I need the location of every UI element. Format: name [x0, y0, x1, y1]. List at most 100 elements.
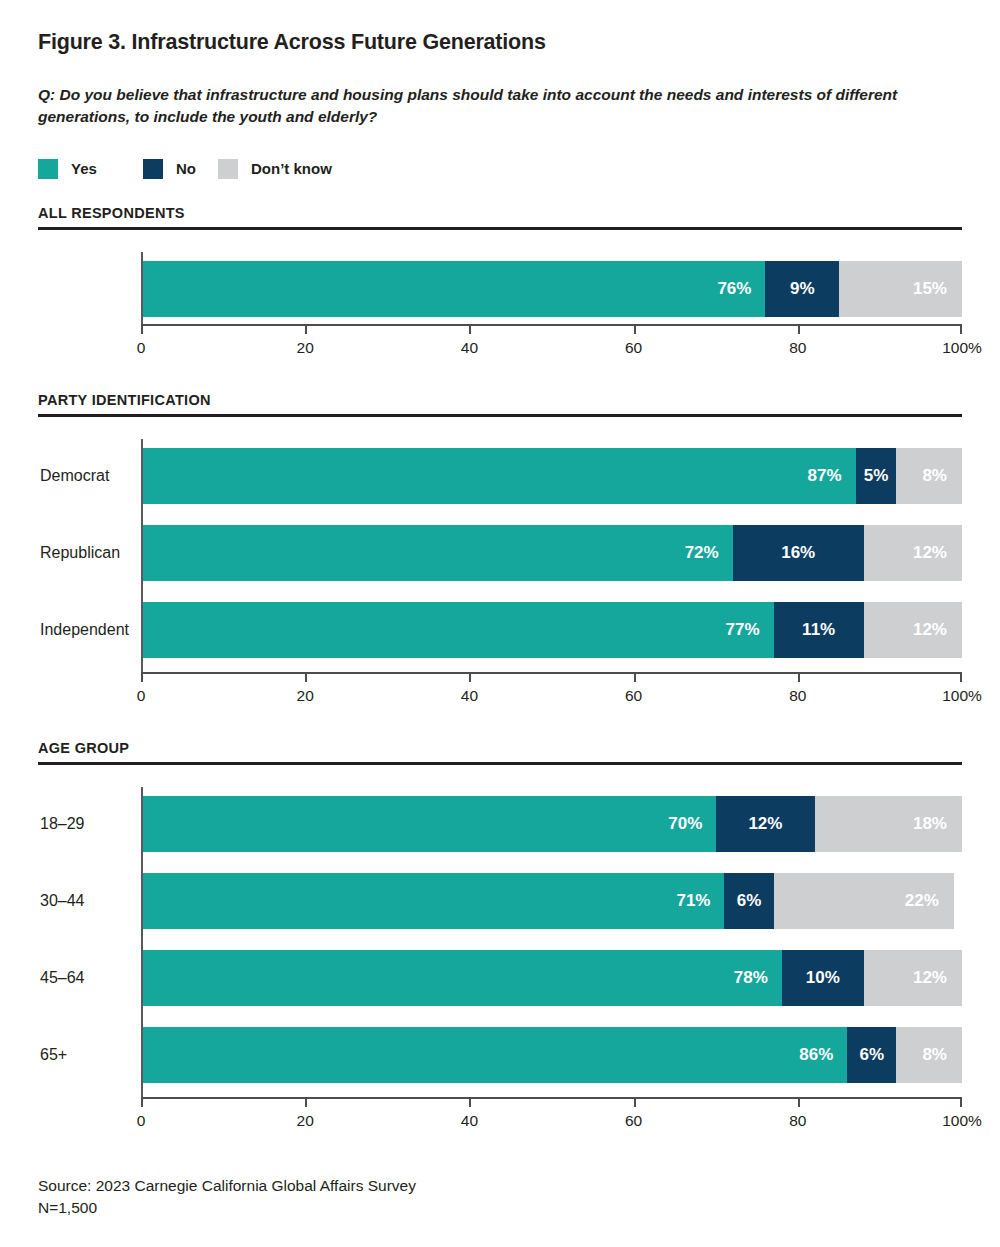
axis-tick-label: 0	[137, 1112, 146, 1130]
axis-tick-label: 100%	[942, 687, 982, 705]
bar-segment-no: 6%	[724, 873, 773, 929]
plot-area: Democrat87%5%8%Republican72%16%12%Indepe…	[141, 439, 962, 672]
bar-segment-no: 12%	[716, 796, 814, 852]
figure-page: Figure 3. Infrastructure Across Future G…	[0, 0, 1000, 1247]
axis-tick-label: 80	[789, 339, 806, 357]
value-label: 86%	[799, 1045, 833, 1065]
bar-segment-yes: 78%	[143, 950, 782, 1006]
value-label: 16%	[781, 543, 815, 563]
bar-segment-no: 6%	[847, 1027, 896, 1083]
axis-tick-label: 40	[461, 339, 478, 357]
bar-segment-no: 5%	[856, 448, 897, 504]
bar-row: Independent77%11%12%	[143, 602, 962, 658]
value-label: 71%	[676, 891, 710, 911]
bar-segment-yes: 71%	[143, 873, 724, 929]
bar-segment-dont-know: 22%	[774, 873, 954, 929]
value-label: 8%	[922, 466, 947, 486]
axis-tick	[305, 1099, 307, 1107]
yes-swatch-icon	[38, 159, 58, 179]
section-header: AGE GROUP	[38, 740, 962, 765]
value-label: 77%	[726, 620, 760, 640]
value-label: 12%	[913, 968, 947, 988]
value-label: 8%	[922, 1045, 947, 1065]
bar-segment-no: 9%	[765, 261, 839, 317]
value-label: 72%	[685, 543, 719, 563]
axis-tick-label: 60	[625, 339, 642, 357]
axis-tick-label: 0	[137, 339, 146, 357]
bar-segment-dont-know: 18%	[815, 796, 962, 852]
axis-tick	[798, 326, 800, 334]
sample-size: N=1,500	[38, 1197, 962, 1219]
value-label: 10%	[806, 968, 840, 988]
axis-tick	[469, 1099, 471, 1107]
axis-tick-label: 100%	[942, 339, 982, 357]
bar-segment-no: 16%	[733, 525, 864, 581]
axis-tick-label: 0	[137, 687, 146, 705]
section-header: PARTY IDENTIFICATION	[38, 392, 962, 417]
axis-tick-label: 80	[789, 1112, 806, 1130]
bar-segment-dont-know: 15%	[839, 261, 962, 317]
axis-tick-label: 20	[297, 687, 314, 705]
bar-segment-yes: 86%	[143, 1027, 847, 1083]
axis-tick	[469, 674, 471, 682]
axis-tick	[141, 674, 143, 682]
bar-segment-dont-know: 12%	[864, 950, 962, 1006]
axis-tick-label: 60	[625, 1112, 642, 1130]
axis-tick	[305, 326, 307, 334]
category-label: 30–44	[40, 873, 143, 929]
value-label: 78%	[734, 968, 768, 988]
value-label: 9%	[790, 279, 815, 299]
axis-tick-label: 100%	[942, 1112, 982, 1130]
value-label: 6%	[860, 1045, 885, 1065]
section-party-identification: PARTY IDENTIFICATION Democrat87%5%8%Repu…	[38, 392, 962, 714]
axis-tick-label: 80	[789, 687, 806, 705]
bar-segment-dont-know: 8%	[896, 1027, 962, 1083]
value-label: 15%	[913, 279, 947, 299]
bar-row: 30–4471%6%22%	[143, 873, 962, 929]
bar-segment-no: 10%	[782, 950, 864, 1006]
legend-item-dont-know: Don’t know	[218, 159, 332, 179]
no-swatch-icon	[143, 159, 163, 179]
bar-row: 45–6478%10%12%	[143, 950, 962, 1006]
axis-tick-label: 60	[625, 687, 642, 705]
bar-row: 76% 9% 15%	[143, 261, 962, 317]
axis-tick	[634, 1099, 636, 1107]
bar-row: Republican72%16%12%	[143, 525, 962, 581]
axis-tick	[798, 1099, 800, 1107]
axis-tick-label: 40	[461, 687, 478, 705]
bar-segment-yes: 76%	[143, 261, 765, 317]
section-all-respondents: ALL RESPONDENTS 76%9%15%020406080100%	[38, 205, 962, 366]
axis-tick	[141, 326, 143, 334]
source-note: Source: 2023 Carnegie California Global …	[38, 1175, 962, 1220]
legend-item-no: No	[143, 159, 218, 179]
chart-age-group: 18–2970%12%18%30–4471%6%22%45–6478%10%12…	[38, 787, 962, 1139]
category-label: Independent	[40, 602, 143, 658]
chart-all-respondents: 76%9%15%020406080100%	[38, 252, 962, 366]
figure-title: Figure 3. Infrastructure Across Future G…	[38, 30, 962, 55]
legend: Yes No Don’t know	[38, 159, 962, 179]
value-label: 70%	[668, 814, 702, 834]
bar-segment-yes: 87%	[143, 448, 856, 504]
value-label: 18%	[913, 814, 947, 834]
axis-tick	[141, 1099, 143, 1107]
bar-segment-yes: 72%	[143, 525, 733, 581]
value-label: 6%	[737, 891, 762, 911]
axis-tick	[634, 326, 636, 334]
bar-row: 65+86%6%8%	[143, 1027, 962, 1083]
bar-segment-dont-know: 12%	[864, 525, 962, 581]
category-label: Republican	[40, 525, 143, 581]
value-label: 76%	[717, 279, 751, 299]
value-label: 11%	[802, 620, 835, 640]
legend-item-yes: Yes	[38, 159, 143, 179]
value-label: 22%	[905, 891, 939, 911]
bar-segment-dont-know: 8%	[896, 448, 962, 504]
category-label: 18–29	[40, 796, 143, 852]
value-label: 5%	[864, 466, 889, 486]
dont-know-swatch-icon	[218, 159, 238, 179]
axis-tick-label: 40	[461, 1112, 478, 1130]
axis-tick	[960, 674, 962, 682]
bar-segment-yes: 77%	[143, 602, 774, 658]
value-label: 12%	[913, 620, 947, 640]
plot-area: 18–2970%12%18%30–4471%6%22%45–6478%10%12…	[141, 787, 962, 1097]
axis-tick	[469, 326, 471, 334]
